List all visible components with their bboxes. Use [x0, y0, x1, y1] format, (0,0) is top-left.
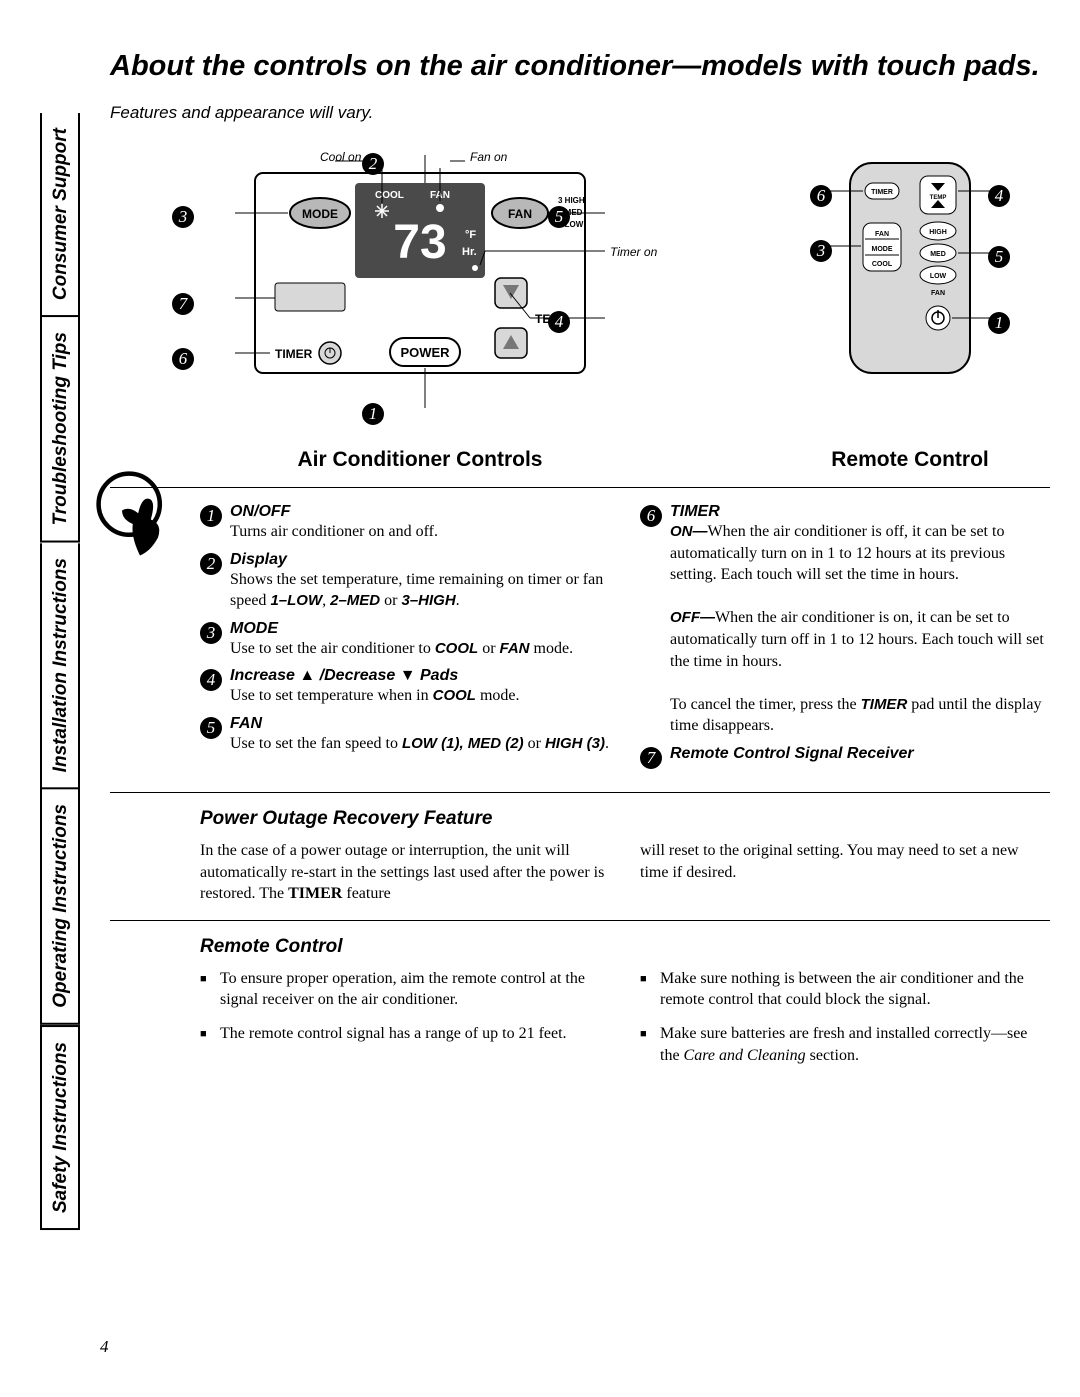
- remote-callout-1: 1: [988, 312, 1010, 334]
- feature-5: 5 FAN Use to set the fan speed to LOW (1…: [200, 715, 610, 755]
- svg-text:Cool on: Cool on: [320, 150, 362, 164]
- num-7: 7: [640, 747, 662, 769]
- svg-text:TIMER: TIMER: [871, 189, 893, 196]
- feature-4: 4 Increase ▲ /Decrease ▼ Pads Use to set…: [200, 667, 610, 707]
- sidebar-safety: Safety Instructions: [40, 1025, 80, 1230]
- power-outage-body: In the case of a power outage or interru…: [200, 840, 1050, 905]
- svg-text:FAN: FAN: [931, 290, 945, 297]
- svg-text:3 HIGH: 3 HIGH: [558, 196, 585, 205]
- remote-section-title: Remote Control: [200, 936, 1050, 958]
- feature-2-title: Display: [230, 551, 610, 569]
- svg-text:LOW: LOW: [930, 273, 947, 280]
- num-5: 5: [200, 717, 222, 739]
- features-right-col: 6 TIMER ON—When the air conditioner is o…: [640, 503, 1050, 777]
- remote-bullet-2: The remote control signal has a range of…: [200, 1023, 610, 1045]
- remote-callout-6: 6: [810, 185, 832, 207]
- remote-bullets-col2: Make sure nothing is between the air con…: [640, 968, 1050, 1078]
- page-content: About the controls on the air conditione…: [110, 50, 1050, 1078]
- callout-4: 4: [548, 311, 570, 333]
- svg-text:FAN: FAN: [875, 231, 889, 238]
- callout-1: 1: [362, 403, 384, 425]
- sidebar-installation: Installation Instructions: [40, 543, 80, 789]
- sidebar-operating: Operating Instructions: [40, 789, 80, 1025]
- remote-bullets: To ensure proper operation, aim the remo…: [200, 968, 1050, 1078]
- remote-callout-3: 3: [810, 240, 832, 262]
- power-outage-col2: will reset to the original setting. You …: [640, 840, 1050, 905]
- power-outage-col1: In the case of a power outage or interru…: [200, 840, 610, 905]
- feature-1-body: Turns air conditioner on and off.: [230, 521, 438, 543]
- callout-5: 5: [548, 206, 570, 228]
- separator-1: [110, 487, 1050, 488]
- feature-3: 3 MODE Use to set the air conditioner to…: [200, 620, 610, 660]
- num-2: 2: [200, 553, 222, 575]
- remote-bullet-1: To ensure proper operation, aim the remo…: [200, 968, 610, 1011]
- remote-diagram: TIMER TEMP FAN MODE COOL HIGH MED LO: [770, 143, 1050, 472]
- num-1: 1: [200, 505, 222, 527]
- separator-2: [110, 792, 1050, 793]
- diagrams-row: COOL FAN 73 °F Hr. MODE FAN: [110, 143, 1050, 472]
- remote-bullet-4: Make sure batteries are fresh and instal…: [640, 1023, 1050, 1066]
- feature-5-title: FAN: [230, 715, 609, 733]
- callout-3: 3: [172, 206, 194, 228]
- ac-diagram-title: Air Conditioner Controls: [110, 448, 730, 472]
- remote-callout-4: 4: [988, 185, 1010, 207]
- feature-4-body: Use to set temperature when in COOL mode…: [230, 685, 520, 707]
- feature-3-title: MODE: [230, 620, 573, 638]
- feature-4-title: Increase ▲ /Decrease ▼ Pads: [230, 667, 520, 685]
- callout-7: 7: [172, 293, 194, 315]
- num-3: 3: [200, 622, 222, 644]
- num-6: 6: [640, 505, 662, 527]
- feature-6: 6 TIMER ON—When the air conditioner is o…: [640, 503, 1050, 737]
- svg-text:TIMER: TIMER: [275, 347, 313, 361]
- svg-text:Fan on: Fan on: [470, 150, 508, 164]
- svg-text:73: 73: [393, 216, 446, 269]
- feature-7-title: Remote Control Signal Receiver: [670, 745, 914, 763]
- feature-7: 7 Remote Control Signal Receiver: [640, 745, 1050, 769]
- svg-text:COOL: COOL: [872, 261, 893, 268]
- callout-2: 2: [362, 153, 384, 175]
- feature-3-body: Use to set the air conditioner to COOL o…: [230, 638, 573, 660]
- sidebar-consumer: Consumer Support: [40, 113, 80, 317]
- remote-bullet-3: Make sure nothing is between the air con…: [640, 968, 1050, 1011]
- feature-2-body: Shows the set temperature, time remainin…: [230, 569, 610, 612]
- svg-text:FAN: FAN: [508, 207, 532, 221]
- features-left-col: 1 ON/OFF Turns air conditioner on and of…: [200, 503, 610, 777]
- svg-text:HIGH: HIGH: [929, 229, 947, 236]
- page-title: About the controls on the air conditione…: [110, 50, 1050, 83]
- num-4: 4: [200, 669, 222, 691]
- page-number: 4: [100, 1337, 109, 1357]
- svg-text:COOL: COOL: [375, 190, 404, 201]
- svg-text:TEMP: TEMP: [930, 195, 947, 201]
- svg-text:Hr.: Hr.: [462, 246, 477, 258]
- features-list: 1 ON/OFF Turns air conditioner on and of…: [110, 503, 1050, 777]
- feature-1-title: ON/OFF: [230, 503, 438, 521]
- feature-6-body: ON—When the air conditioner is off, it c…: [670, 521, 1050, 737]
- feature-2: 2 Display Shows the set temperature, tim…: [200, 551, 610, 612]
- remote-bullets-col1: To ensure proper operation, aim the remo…: [200, 968, 610, 1078]
- sidebar-tabs: Safety Instructions Operating Instructio…: [40, 50, 80, 1230]
- feature-6-title: TIMER: [670, 503, 1050, 521]
- sidebar-troubleshooting: Troubleshooting Tips: [40, 317, 80, 543]
- svg-text:MODE: MODE: [872, 246, 893, 253]
- svg-text:POWER: POWER: [400, 345, 450, 360]
- power-outage-title: Power Outage Recovery Feature: [200, 808, 1050, 830]
- separator-3: [110, 920, 1050, 921]
- feature-1: 1 ON/OFF Turns air conditioner on and of…: [200, 503, 610, 543]
- remote-callout-5: 5: [988, 246, 1010, 268]
- svg-text:MED: MED: [930, 251, 946, 258]
- svg-text:Timer on: Timer on: [610, 245, 658, 259]
- svg-text:°F: °F: [465, 229, 476, 241]
- callout-6: 6: [172, 348, 194, 370]
- ac-panel-diagram: COOL FAN 73 °F Hr. MODE FAN: [110, 143, 730, 472]
- svg-text:MODE: MODE: [302, 207, 338, 221]
- page-subtitle: Features and appearance will vary.: [110, 103, 1050, 123]
- remote-diagram-title: Remote Control: [770, 448, 1050, 472]
- feature-5-body: Use to set the fan speed to LOW (1), MED…: [230, 733, 609, 755]
